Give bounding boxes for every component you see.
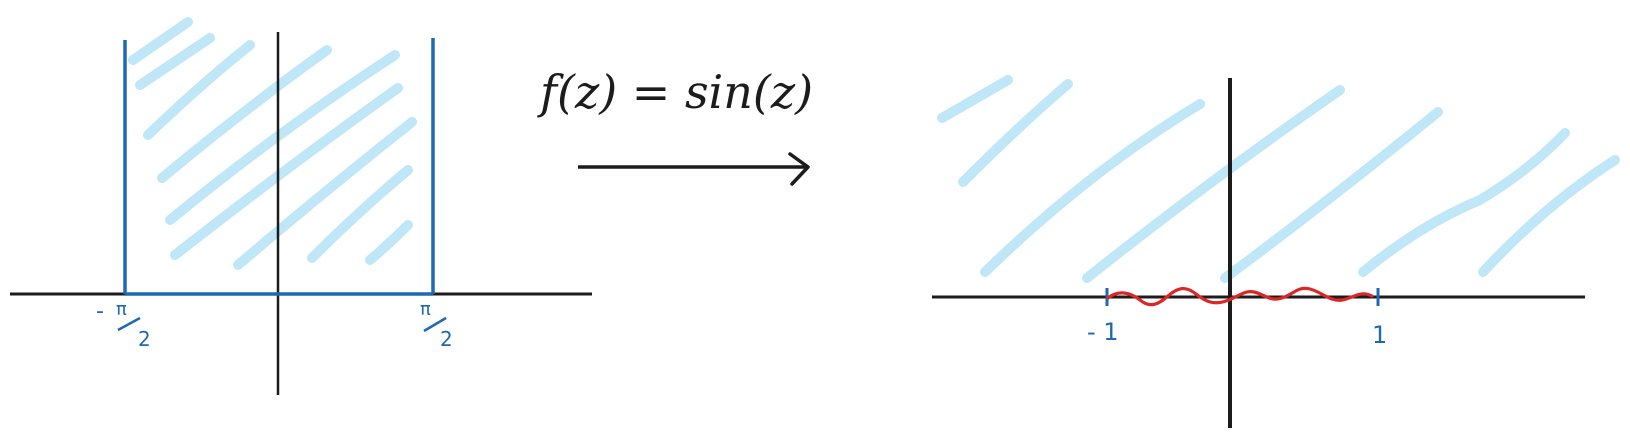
hatch-stroke xyxy=(170,83,403,260)
arrow-head xyxy=(788,152,810,186)
hatch-stroke xyxy=(157,45,332,183)
mapping-equation: f(z) = sin(z) xyxy=(537,65,813,119)
hatch-stroke xyxy=(1358,128,1570,277)
tick-pi-numerator: π xyxy=(420,299,431,320)
hatch-stroke xyxy=(1478,155,1620,277)
tick-label-1: 1 xyxy=(1372,321,1387,349)
left-plane: - π 2 π 2 xyxy=(10,17,592,395)
right-plane-hatching xyxy=(937,75,1620,283)
hatch-stroke xyxy=(937,75,1013,123)
tick-pi-numerator: π xyxy=(116,299,127,320)
tick-fraction-slash xyxy=(117,316,141,332)
hatch-stroke xyxy=(1082,85,1345,283)
left-strip-hatching xyxy=(128,17,417,270)
image-segment-wiggle xyxy=(1106,286,1374,307)
hatch-stroke xyxy=(980,99,1205,277)
hatch-stroke xyxy=(128,17,193,65)
tick-label-neg-pi-over-2: - π 2 xyxy=(96,299,151,351)
tick-minus-sign: - xyxy=(96,299,104,324)
hatch-stroke xyxy=(958,79,1073,187)
tick-denominator: 2 xyxy=(138,327,151,351)
hatch-stroke xyxy=(233,117,417,270)
hatch-stroke xyxy=(135,33,215,90)
hatch-stroke xyxy=(165,50,400,225)
tick-label-pi-over-2: π 2 xyxy=(420,299,453,351)
right-arrow-icon xyxy=(578,152,810,186)
tick-label-neg-1: - 1 xyxy=(1087,318,1119,346)
hatch-stroke xyxy=(307,165,413,263)
hatch-stroke xyxy=(365,220,413,265)
right-plane: - 1 1 xyxy=(932,75,1620,428)
tick-denominator: 2 xyxy=(440,327,453,351)
hatch-stroke xyxy=(1220,107,1443,283)
hatch-stroke xyxy=(143,40,255,140)
tick-fraction-slash xyxy=(423,316,447,333)
